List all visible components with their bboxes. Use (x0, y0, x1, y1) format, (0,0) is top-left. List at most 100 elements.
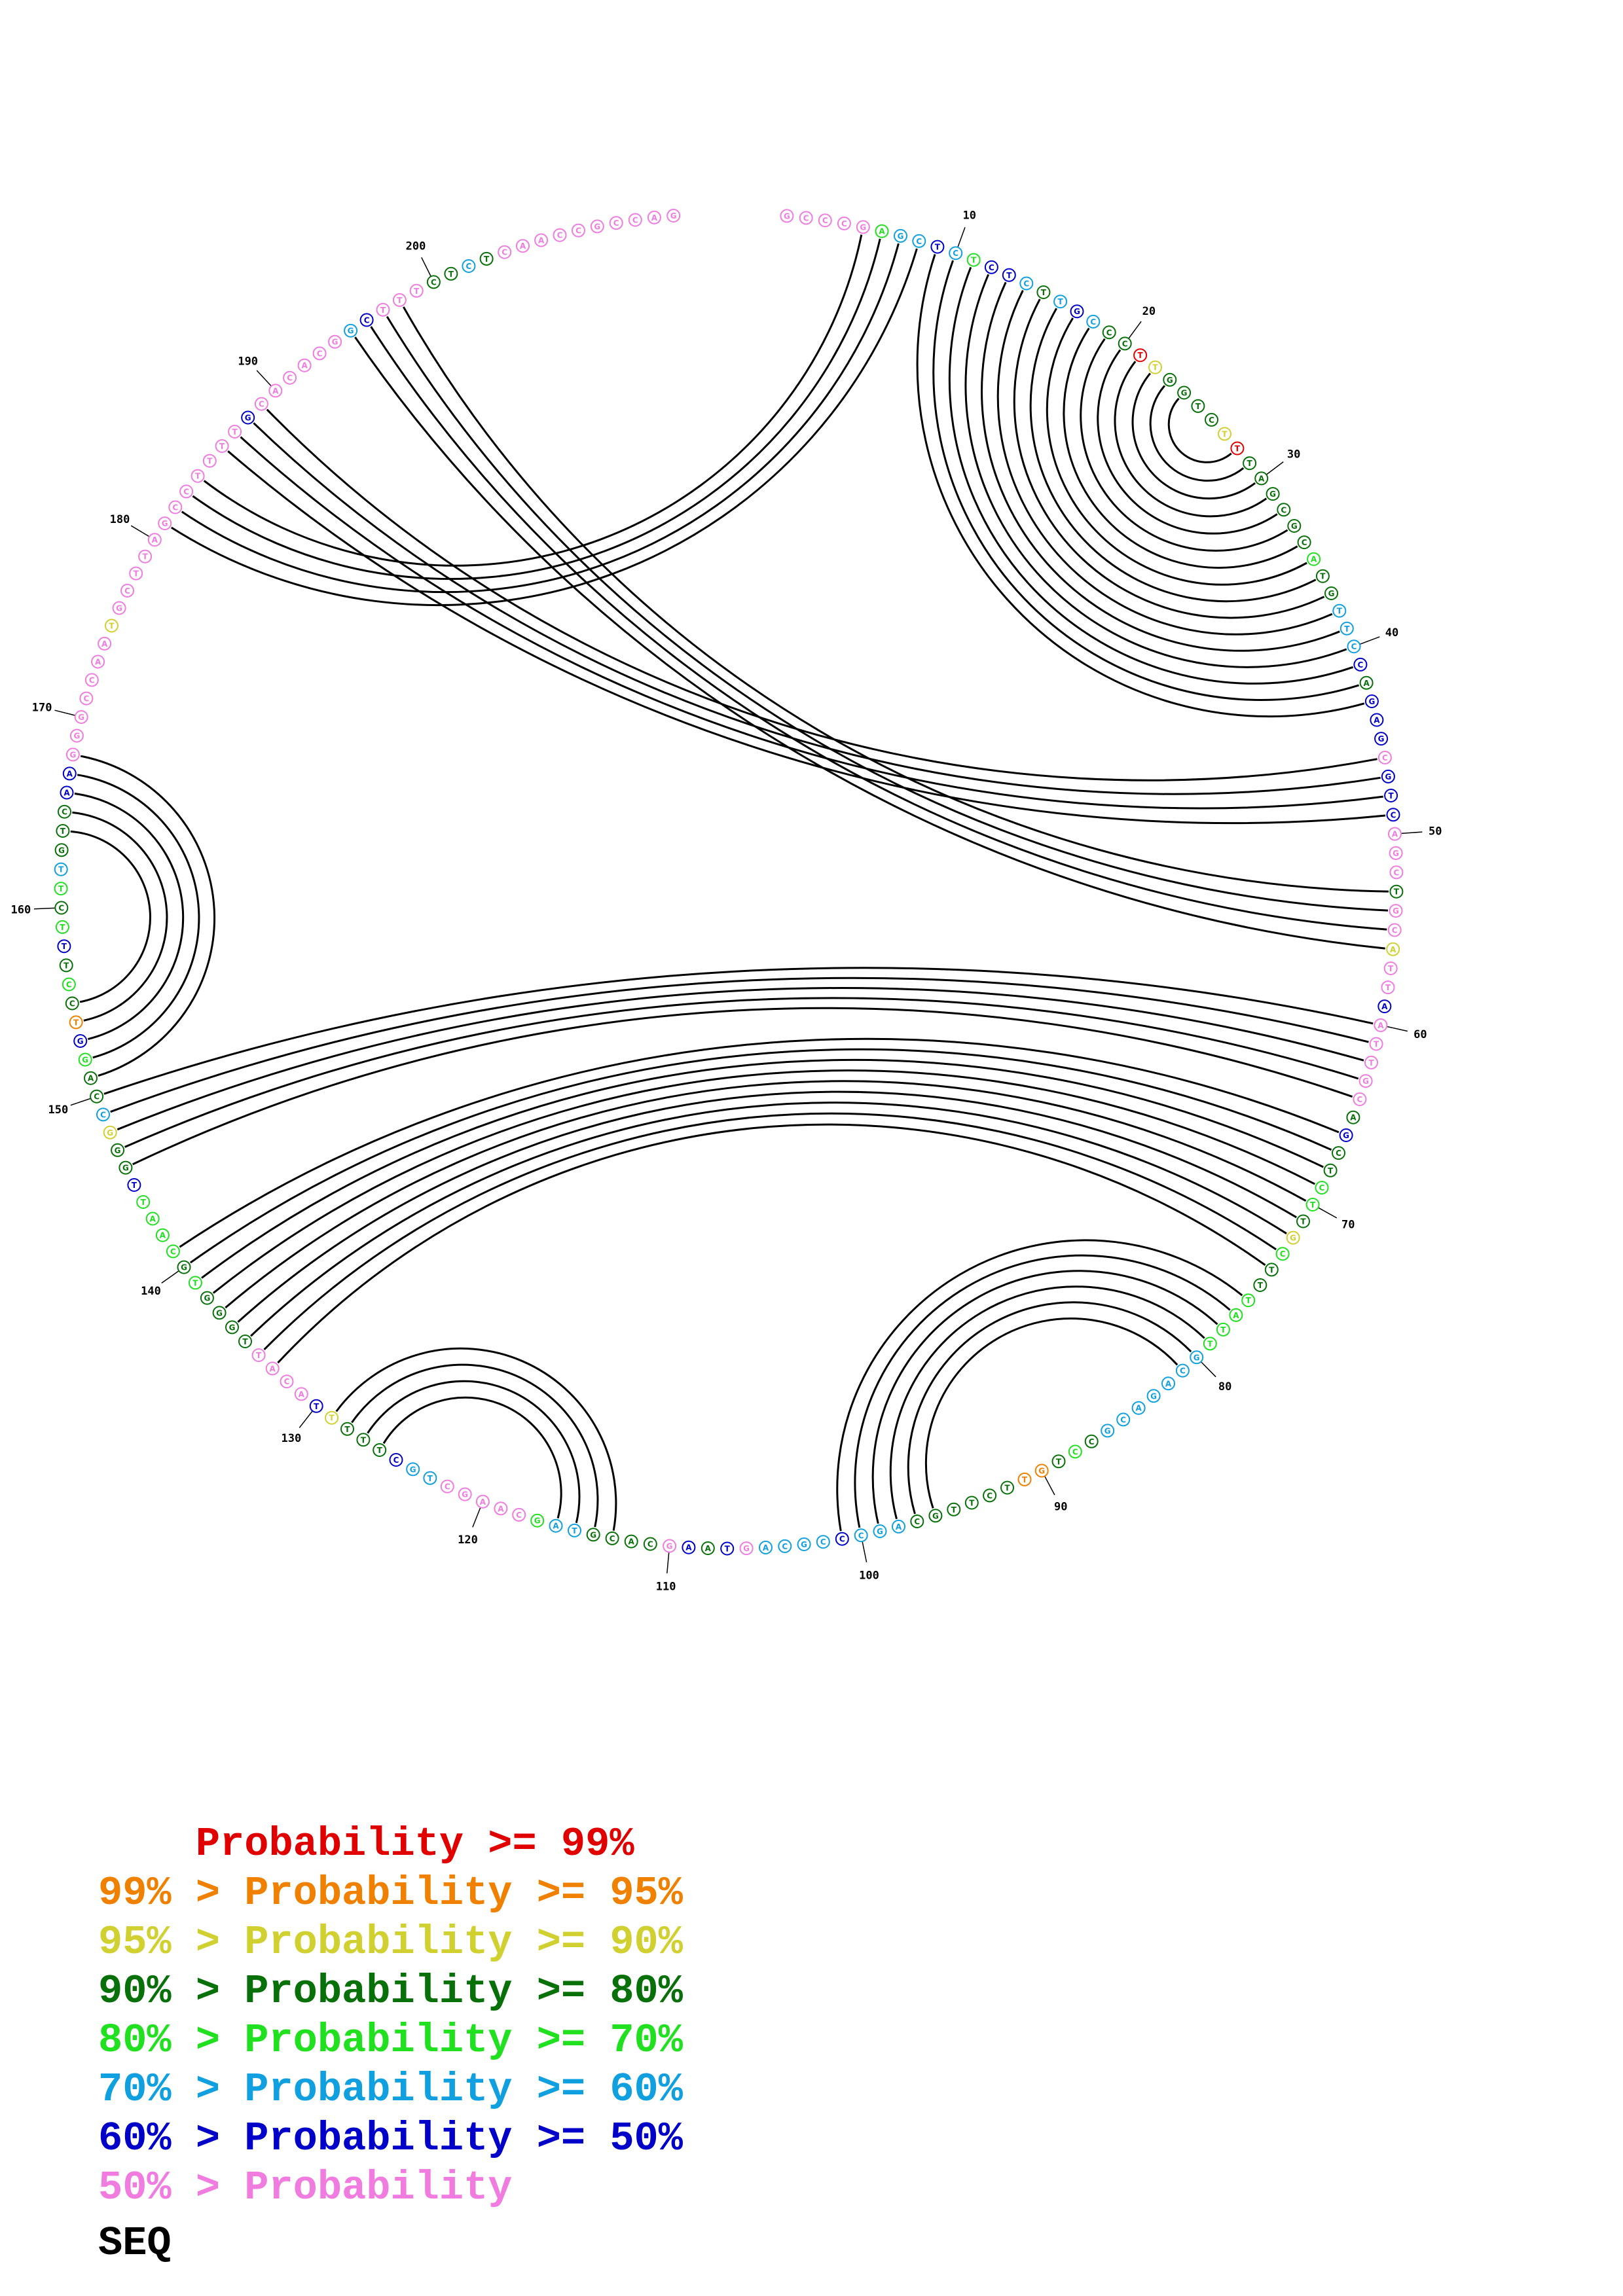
nucleotide: C (778, 1539, 792, 1553)
nucleotide: T (238, 1335, 252, 1348)
nucleotide-circle (191, 469, 205, 483)
base-pair-arc (240, 436, 1383, 810)
nucleotide-circle (56, 824, 70, 838)
nucleotide: G (739, 1541, 754, 1556)
base-pair-arc (181, 243, 900, 594)
nucleotide: A (147, 533, 162, 547)
nucleotide-circle (112, 601, 126, 615)
nucleotide-circle (928, 1509, 943, 1523)
nucleotide-circle (376, 302, 390, 317)
nucleotide-letter: C (1393, 868, 1399, 877)
base-pair-arc (179, 1037, 1340, 1248)
nucleotide-circle (1315, 569, 1330, 583)
nucleotide-letter: G (1393, 906, 1399, 916)
nucleotide-letter: C (124, 586, 130, 596)
base-pair-arc (382, 1396, 562, 1519)
nucleotide: C (389, 1453, 403, 1467)
nucleotide-letter: C (1391, 810, 1396, 819)
nucleotide-letter: G (1150, 1391, 1157, 1401)
position-label: 60 (1413, 1028, 1427, 1041)
nucleotide-circle (84, 1071, 98, 1085)
nucleotide-letter: C (987, 1491, 993, 1500)
nucleotide-circle (188, 1276, 202, 1290)
nucleotide-letter: A (685, 1543, 692, 1552)
nucleotide: T (1148, 360, 1162, 374)
nucleotide: T (1036, 285, 1051, 299)
nucleotide-circle (818, 213, 832, 228)
legend-line-7: 60% > Probability >= 50% (98, 2115, 683, 2162)
position-tick (862, 1541, 867, 1563)
nucleotide-circle (1353, 1092, 1367, 1106)
base-pair-arc (354, 336, 1385, 950)
base-pair-arc (201, 1058, 1324, 1279)
nucleotide-circle (1389, 865, 1404, 880)
nucleotide-letter: T (1058, 297, 1064, 306)
nucleotide: T (1364, 1055, 1378, 1069)
nucleotide-letter: C (822, 216, 828, 225)
nucleotide-circle (1286, 1230, 1300, 1245)
nucleotide-circle (1000, 1480, 1014, 1495)
nucleotide-letter: A (896, 1522, 902, 1532)
nucleotide-circle (1370, 713, 1384, 727)
nucleotide-letter: A (299, 1390, 305, 1399)
base-pair-arc (1063, 327, 1298, 569)
legend-line-5: 80% > Probability >= 70% (98, 2017, 683, 2064)
nucleotide-circle (799, 211, 813, 225)
nucleotide-circle (816, 1535, 830, 1549)
nucleotide-circle (392, 293, 407, 307)
nucleotide-letter: A (64, 789, 70, 798)
nucleotide: C (643, 1537, 657, 1551)
base-pair-arc (386, 315, 1389, 912)
nucleotide-circle (168, 500, 183, 514)
nucleotide-letter: A (272, 386, 279, 395)
nucleotide: T (568, 1523, 581, 1537)
nucleotide-letter: G (82, 1056, 88, 1065)
position-label: 100 (859, 1570, 879, 1583)
nucleotide-letter: A (152, 535, 158, 545)
nucleotide-letter: G (216, 1308, 223, 1318)
nucleotide-letter: T (207, 457, 213, 466)
legend-line-1: Probability >= 99% (98, 1821, 634, 1867)
nucleotide-circle (549, 1518, 563, 1533)
nucleotide-circle (373, 1443, 387, 1457)
nucleotide: T (105, 619, 119, 633)
nucleotide-circle (440, 1479, 454, 1494)
nucleotide-letter: C (317, 349, 323, 358)
nucleotide-circle (643, 1537, 657, 1551)
nucleotide-ring: G C C C G AGCTCTCTCTTGCCCTTGGTCTTTAGCGCATGTTC… (54, 209, 1404, 1556)
nucleotide: A (1370, 713, 1384, 727)
nucleotide-letter: T (572, 1526, 577, 1535)
nucleotide-letter: G (666, 1542, 673, 1551)
nucleotide: T (202, 454, 217, 468)
nucleotide: A (60, 785, 74, 800)
nucleotide: A (516, 239, 530, 253)
position-tick (1128, 321, 1142, 339)
nucleotide-letter: A (651, 213, 658, 223)
nucleotide-circle (1070, 304, 1084, 319)
nucleotide-circle (1364, 1055, 1378, 1069)
nucleotide: A (701, 1541, 715, 1555)
nucleotide-circle (215, 439, 229, 453)
nucleotide-letter: C (465, 262, 471, 271)
nucleotide-letter: T (242, 1337, 248, 1346)
base-pair-arc (367, 1380, 581, 1524)
nucleotide-letter: C (62, 808, 67, 817)
base-pair-arc (74, 793, 185, 1041)
position-label: 120 (458, 1534, 478, 1547)
nucleotide: T (54, 882, 68, 896)
nucleotide: T (69, 1015, 83, 1030)
nucleotide: A (759, 1540, 773, 1554)
nucleotide-letter: C (820, 1537, 826, 1547)
nucleotide: T (251, 1348, 266, 1362)
nucleotide: C (1084, 1434, 1099, 1448)
nucleotide-letter: T (1246, 1296, 1252, 1305)
nucleotide: A (1229, 1308, 1243, 1322)
nucleotide: T (1191, 399, 1205, 413)
nucleotide-letter: C (989, 263, 994, 272)
nucleotide: T (720, 1541, 735, 1556)
position-tick (299, 1410, 313, 1428)
base-pair-arc (132, 1007, 1353, 1166)
nucleotide-letter: G (1269, 490, 1276, 499)
nucleotide-letter: T (1258, 1281, 1264, 1290)
nucleotide: T (55, 920, 69, 934)
